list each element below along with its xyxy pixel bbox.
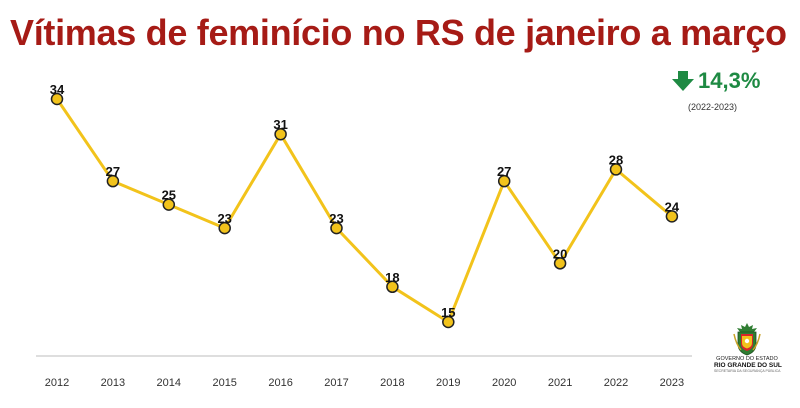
data-point-2015 bbox=[218, 221, 231, 235]
series-line-group bbox=[55, 98, 673, 324]
data-label-2013: 27 bbox=[106, 164, 120, 179]
series-line bbox=[55, 98, 673, 324]
data-point-2014 bbox=[162, 198, 176, 211]
data-point-2019 bbox=[442, 315, 455, 329]
variation-indicator: 14,3% bbox=[672, 68, 760, 94]
data-label-2022: 28 bbox=[609, 152, 623, 167]
x-tick-label-2014: 2014 bbox=[157, 377, 181, 389]
data-label-group: 34 27 25 23 31 23 18 15 27 20 28 24 bbox=[50, 82, 680, 320]
logo-text-line3: SECRETARIA DA SEGURANÇA PÚBLICA bbox=[714, 368, 781, 373]
variation-period: (2022-2023) bbox=[688, 102, 738, 112]
chart-title: Vítimas de feminício no RS de janeiro a … bbox=[10, 12, 787, 53]
data-label-2020: 27 bbox=[497, 164, 511, 179]
data-point-2016 bbox=[274, 127, 287, 141]
coat-of-arms-icon bbox=[714, 322, 780, 356]
data-point-2022 bbox=[609, 163, 623, 176]
x-tick-label-2018: 2018 bbox=[380, 377, 404, 389]
data-point-2018 bbox=[386, 280, 399, 294]
logo-text-line1: GOVERNO DO ESTADO bbox=[716, 356, 778, 362]
data-point-2012 bbox=[50, 92, 64, 106]
data-label-2019: 15 bbox=[441, 305, 455, 320]
marker-group bbox=[50, 92, 679, 329]
data-point-2017 bbox=[330, 221, 343, 235]
data-point-2013 bbox=[106, 174, 120, 188]
data-point-2023 bbox=[665, 210, 679, 223]
data-label-2021: 20 bbox=[553, 246, 567, 261]
data-label-2014: 25 bbox=[162, 188, 176, 203]
x-tick-label-2015: 2015 bbox=[212, 377, 236, 389]
data-label-2012: 34 bbox=[50, 82, 65, 97]
x-tick-label-2012: 2012 bbox=[45, 377, 69, 389]
data-label-2018: 18 bbox=[385, 270, 399, 285]
data-label-2016: 31 bbox=[273, 117, 287, 132]
arrow-down-icon bbox=[672, 70, 694, 92]
variation-value: 14,3% bbox=[698, 68, 761, 93]
x-tick-label-2016: 2016 bbox=[268, 377, 292, 389]
x-tick-label-2020: 2020 bbox=[492, 377, 516, 389]
data-label-2015: 23 bbox=[217, 211, 231, 226]
x-tick-label-2021: 2021 bbox=[548, 377, 572, 389]
data-label-2023: 24 bbox=[665, 199, 680, 214]
x-tick-label-group: 2012 2013 2014 2015 2016 2017 2018 2019 2020 2021… bbox=[45, 377, 684, 389]
x-tick-label-2023: 2023 bbox=[660, 377, 684, 389]
x-tick-label-2013: 2013 bbox=[101, 377, 125, 389]
x-tick-label-2019: 2019 bbox=[436, 377, 460, 389]
logo-text-line2: RIO GRANDE DO SUL bbox=[714, 361, 782, 369]
government-logo: GOVERNO DO ESTADO RIO GRANDE DO SUL SECR… bbox=[714, 322, 782, 390]
data-point-2021 bbox=[553, 257, 567, 270]
x-tick-label-2017: 2017 bbox=[324, 377, 348, 389]
data-label-2017: 23 bbox=[329, 211, 343, 226]
x-tick-label-2022: 2022 bbox=[604, 377, 628, 389]
data-point-2020 bbox=[497, 174, 511, 188]
